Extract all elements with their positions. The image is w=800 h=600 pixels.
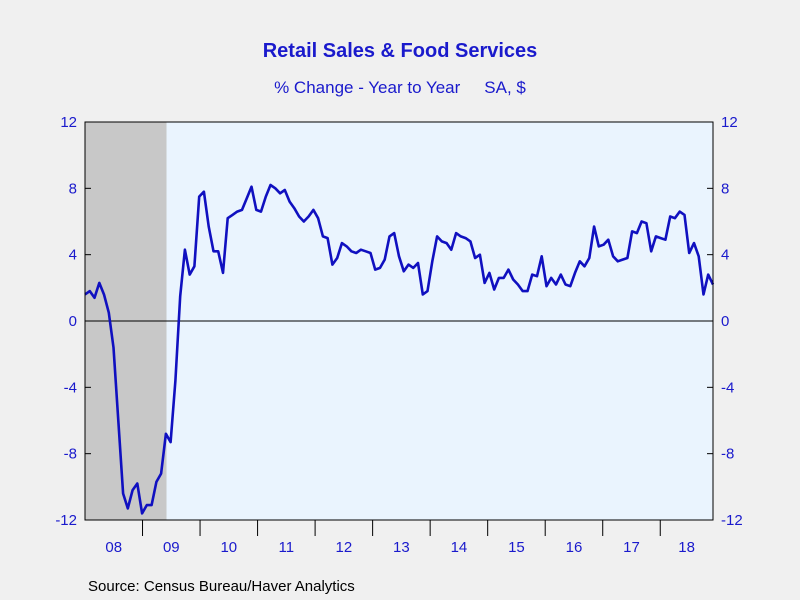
series-line xyxy=(84,183,715,515)
x-tick-label: 10 xyxy=(220,539,237,556)
y-tick-label-right: 0 xyxy=(721,313,729,330)
y-tick-label-left: -4 xyxy=(64,379,77,396)
x-tick-label: 18 xyxy=(678,539,695,556)
x-tick-label: 12 xyxy=(336,539,353,556)
chart-source: Source: Census Bureau/Haver Analytics xyxy=(88,578,355,595)
x-tick-label: 13 xyxy=(393,539,410,556)
y-tick-label-right: 8 xyxy=(721,180,729,197)
x-tick-label: 17 xyxy=(623,539,640,556)
x-tick-label: 14 xyxy=(451,539,468,556)
y-tick-label-right: -8 xyxy=(721,446,734,463)
chart-title: Retail Sales & Food Services xyxy=(262,40,538,62)
x-tick-label: 08 xyxy=(105,539,122,556)
y-tick-label-right: 12 xyxy=(721,114,738,131)
y-tick-label-left: 8 xyxy=(69,180,77,197)
x-tick-label: 15 xyxy=(508,539,525,556)
y-tick-label-left: 4 xyxy=(69,247,77,264)
y-tick-label-left: 0 xyxy=(69,313,77,330)
y-tick-label-left: -8 xyxy=(64,446,77,463)
x-tick-label: 11 xyxy=(279,539,295,556)
x-tick-label: 16 xyxy=(566,539,583,556)
chart-subtitle: % Change - Year to Year SA, $ xyxy=(0,78,800,98)
chart-subtitle-right: SA, $ xyxy=(484,78,526,97)
plot-frame xyxy=(84,121,714,521)
y-tick-label-right: -4 xyxy=(721,379,734,396)
chart-subtitle-left: % Change - Year to Year xyxy=(274,78,461,97)
y-tick-label-left: -12 xyxy=(55,512,77,529)
y-tick-label-left: 12 xyxy=(60,114,77,131)
x-tick-label: 09 xyxy=(163,539,180,556)
y-tick-label-right: 4 xyxy=(721,247,729,264)
y-tick-label-right: -12 xyxy=(721,512,743,529)
